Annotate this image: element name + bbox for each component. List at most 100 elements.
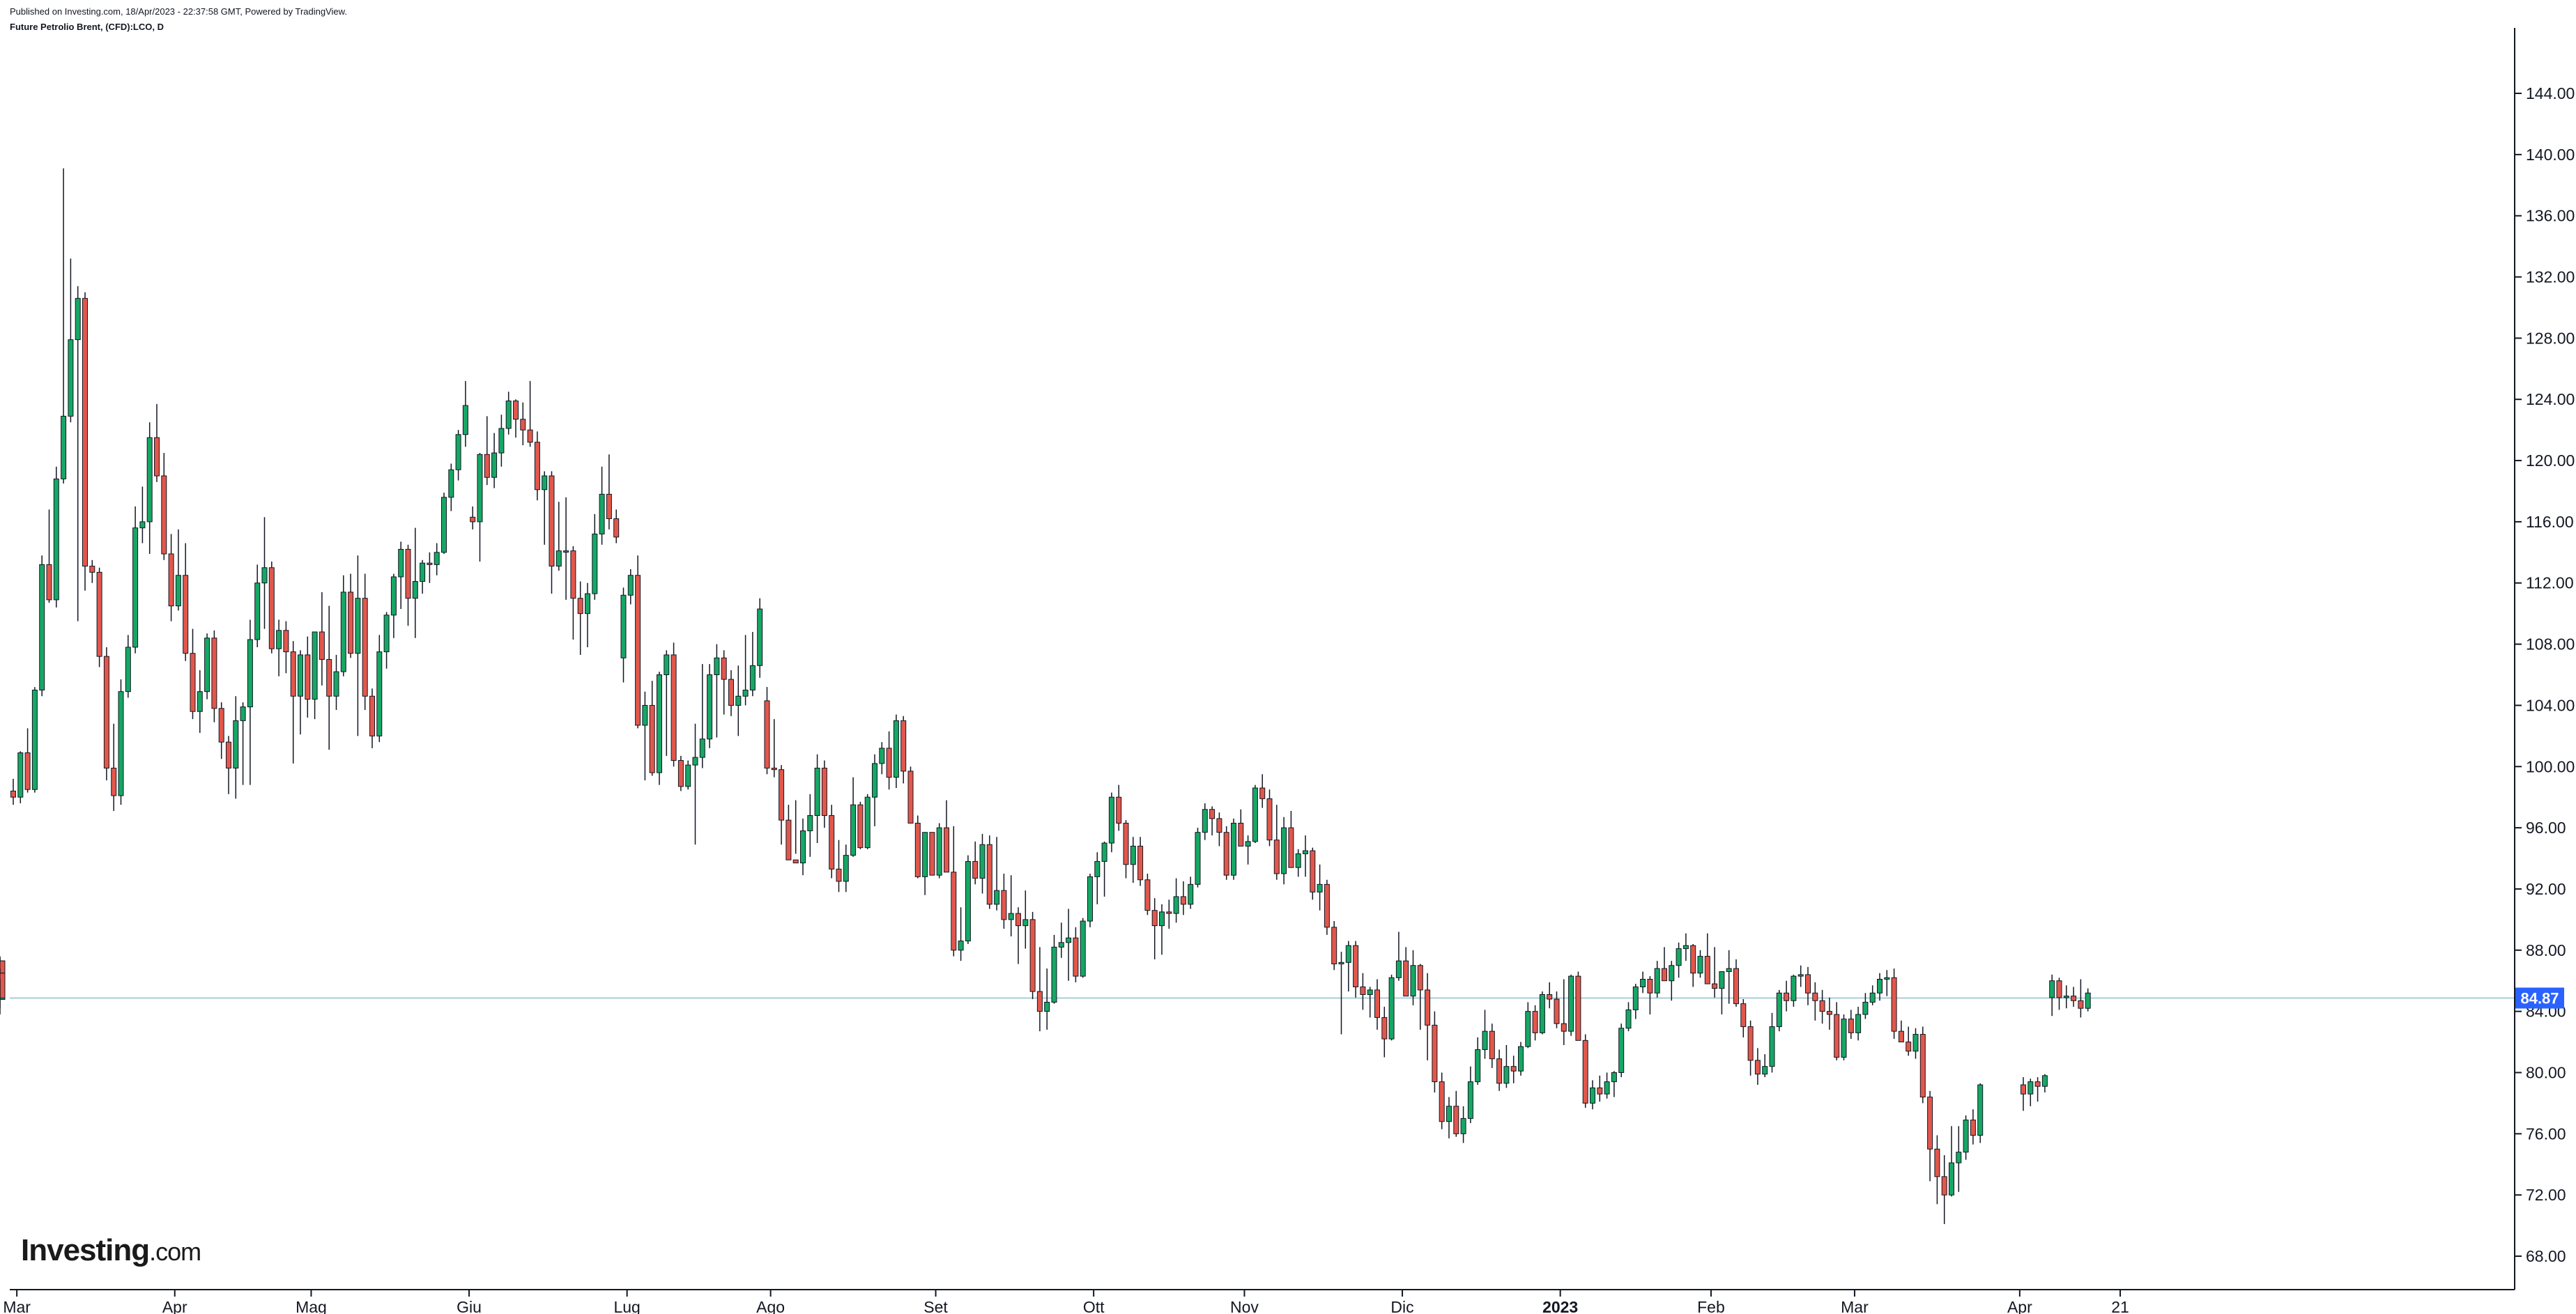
candle (585, 582, 590, 647)
candle-body-up (1058, 942, 1064, 948)
candle (1855, 1007, 1862, 1041)
logo-brand: Investing (21, 1233, 150, 1267)
candle (944, 800, 949, 873)
candle (563, 497, 569, 600)
x-tick-label: Dic (1390, 1298, 1413, 1314)
candle-body-down (1647, 979, 1653, 994)
candle (2085, 988, 2091, 1012)
candle (477, 453, 483, 562)
candle (570, 546, 576, 640)
candle-body-down (792, 859, 799, 864)
y-tick-label: 88.00 (2526, 941, 2566, 959)
y-tick-label: 128.00 (2526, 329, 2575, 347)
candle (1869, 985, 1876, 1005)
candle-body-down (1360, 986, 1366, 995)
candle (907, 766, 914, 824)
candle-body-up (383, 615, 390, 653)
candle-body-down (1216, 818, 1222, 833)
candle (118, 679, 124, 805)
candle (1848, 1010, 1854, 1039)
candle-body-down (513, 400, 519, 420)
candle-body-up (1618, 1028, 1625, 1073)
candle-body-down (161, 475, 167, 555)
candle-body-up (965, 860, 971, 942)
candle (1784, 980, 1790, 1012)
candle (1747, 1020, 1754, 1076)
candle (355, 555, 361, 736)
candle-body-up (1022, 919, 1029, 927)
candle-body-down (728, 679, 734, 706)
candle (555, 502, 562, 571)
candle (1912, 1028, 1919, 1059)
candle (340, 575, 346, 677)
candle (1367, 987, 1373, 1018)
candle-body-down (103, 656, 109, 768)
candle (1805, 966, 1811, 1005)
candle (1388, 974, 1395, 1041)
investing-logo: Investing.com (21, 1233, 201, 1268)
candle-body-up (692, 757, 698, 766)
candle (333, 654, 339, 711)
candle (1561, 979, 1567, 1045)
candle (261, 517, 268, 629)
y-tick-label: 124.00 (2526, 390, 2575, 408)
candle (412, 527, 418, 638)
candle-body-down (1137, 845, 1144, 881)
candle-body-down (1712, 983, 1718, 989)
candle (1108, 792, 1114, 853)
candle (879, 742, 885, 775)
candle (161, 453, 167, 560)
candle-body-down (1374, 989, 1380, 1018)
candle (2021, 1077, 2026, 1111)
y-tick-label: 76.00 (2526, 1124, 2566, 1143)
candle (1008, 875, 1014, 937)
candle (1188, 876, 1194, 909)
candle (175, 529, 181, 611)
candle-body-down (534, 442, 540, 490)
candle (1173, 878, 1179, 923)
candle (218, 702, 224, 759)
candle (972, 841, 979, 885)
candle-body-up (620, 594, 627, 658)
symbol-title: Future Petrolio Brent, (CFD):LCO, D (10, 22, 164, 32)
candle-body-up (448, 469, 454, 498)
candle (1647, 976, 1653, 1015)
candle (620, 587, 627, 683)
candle (1453, 1090, 1459, 1137)
candle-body-down (427, 562, 433, 565)
candle (592, 513, 598, 600)
candle (268, 561, 275, 654)
candle-body-down (1662, 968, 1667, 982)
candle-body-down (577, 598, 583, 615)
candle (1618, 1023, 1625, 1078)
candle (31, 687, 38, 793)
candle-body-up (627, 575, 634, 596)
candle (1963, 1115, 1969, 1160)
candle (1906, 1026, 1912, 1056)
candle-body-up (1446, 1106, 1452, 1122)
candle (1898, 1020, 1904, 1043)
candle (1733, 959, 1739, 1007)
candle-body-up (1231, 823, 1236, 876)
candle (1281, 817, 1287, 885)
candle (348, 573, 354, 658)
candle-body-up (1108, 796, 1114, 844)
candle-body-up (491, 452, 498, 478)
candle-body-up (1977, 1084, 1984, 1136)
candle-body-up (2085, 992, 2091, 1009)
candle-body-up (585, 593, 590, 615)
candle-body-up (1841, 1019, 1847, 1058)
candle-body-down (764, 700, 770, 768)
candle-body-down (907, 771, 914, 824)
candle-body-down (96, 571, 102, 657)
candle-body-down (1381, 1017, 1388, 1039)
candle (1288, 810, 1294, 868)
candle-body-down (1489, 1030, 1495, 1060)
candle-body-up (17, 752, 24, 798)
candle (886, 731, 892, 790)
candle (96, 567, 102, 667)
candle-body-down (1310, 850, 1316, 892)
candle-body-down (886, 748, 892, 778)
candle-body-down (1582, 1039, 1588, 1104)
